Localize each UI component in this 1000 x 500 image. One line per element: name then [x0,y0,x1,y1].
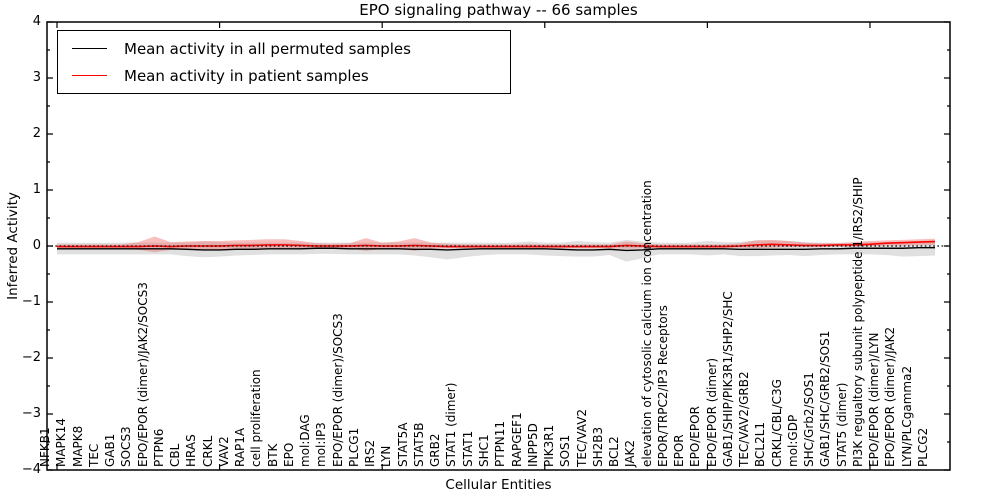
x-tick-label: SOCS3 [119,426,134,467]
x-tick-label: TEC [86,443,101,467]
x-tick-label: cell proliferation [249,369,264,467]
x-tick-label: EPO/EPOR (dimer)/JAK2 [883,326,898,467]
x-tick-label: GAB1/SHIP/PIK3R1/SHP2/SHC [720,291,735,467]
x-tick-label: BCL2L1 [753,421,768,467]
x-tick-label: PTPN11 [493,420,508,467]
x-tick-label: EPOR [672,434,687,467]
chart-title: EPO signaling pathway -- 66 samples [359,1,638,19]
x-tick-label: EPO/EPOR (dimer)/JAK2/SOCS3 [135,282,150,467]
y-tick-label: −1 [21,294,41,309]
plot-frame [46,21,951,471]
x-tick-label: MAPK14 [54,418,69,467]
x-axis-label: Cellular Entities [445,477,552,493]
x-tick-label: INPP5D [525,423,540,467]
y-tick-label: −4 [21,462,41,477]
x-tick-label: MAPK8 [70,425,85,467]
x-tick-label: JAK2 [623,439,638,467]
x-tick-label: mol:GDP [785,414,800,467]
x-tick-label: STAT5A [395,422,410,467]
x-tick-label: TEC/VAV2/GRB2 [737,371,752,467]
x-tick-label: GAB1/SHC/GRB2/SOS1 [818,330,833,467]
x-tick-label: STAT5B [411,422,426,468]
x-tick-label: GRB2 [428,433,443,467]
x-tick-label: elevation of cytosolic calcium ion conce… [639,180,654,467]
x-tick-label: EPO/EPOR (dimer)/LYN [867,332,882,467]
x-tick-label: PIK3R1 [542,424,557,467]
x-tick-label: STAT1 (dimer) [444,382,459,467]
x-tick-label: VAV2 [216,436,231,467]
x-tick-label: CBL [168,443,183,467]
y-tick-label: −2 [21,350,41,365]
legend: Mean activity in all permuted samples Me… [57,30,511,94]
x-tick-label: LYN [379,445,394,467]
x-tick-label: mol:IP3 [314,422,329,467]
x-tick-label: SH2B3 [590,426,605,467]
x-tick-label: GAB1 [103,433,118,467]
legend-item-patient: Mean activity in patient samples [58,67,510,85]
x-tick-label: PI3K regualtory subunit polypeptide 1/IR… [850,177,865,467]
x-tick-label: mol:DAG [298,414,313,467]
x-tick-label: CRKL [200,435,215,467]
x-tick-label: EPOR/TRPC2/IP3 Receptors [655,305,670,467]
x-tick-label: RAP1A [233,427,248,467]
x-tick-label: PLCG1 [346,427,361,467]
x-tick-label: LYN/PLCgamma2 [899,365,914,467]
legend-line-patient-icon [72,75,107,76]
x-tick-label: PTPN6 [151,428,166,467]
x-tick-label: BTK [265,443,280,467]
x-tick-label: EPO/EPOR (dimer)/SOCS3 [330,313,345,467]
x-tick-label: SHC/Grb2/SOS1 [802,372,817,467]
legend-label-permuted: Mean activity in all permuted samples [124,39,411,58]
x-tick-label: SHC1 [477,434,491,467]
x-tick-label: SOS1 [558,434,573,467]
x-tick-label: HRAS [184,434,199,467]
x-tick-label: EPO [281,442,296,467]
legend-label-patient: Mean activity in patient samples [124,66,369,85]
y-tick-label: 3 [32,70,41,85]
x-tick-label: RAPGEF1 [509,412,524,467]
legend-line-permuted-icon [72,48,107,49]
x-tick-label: EPO/EPOR [688,406,703,467]
y-tick-label: −3 [21,406,41,421]
x-tick-label: TEC/VAV2 [574,408,589,467]
x-tick-label: IRS2 [363,439,378,467]
x-tick-label: CRKL/CBL/C3G [769,379,784,467]
x-tick-label: STAT5 (dimer) [834,382,849,467]
x-tick-label: STAT1 [460,430,475,467]
x-tick-label: PLCG2 [916,427,930,467]
x-tick-label: NFKB1 [38,427,52,467]
x-tick-label: BCL2 [607,436,622,467]
y-tick-label: 2 [32,126,41,141]
y-tick-label: 4 [32,14,41,29]
y-tick-label: 0 [32,238,41,253]
permuted-mean-line [57,246,935,252]
y-tick-label: 1 [32,182,41,197]
x-tick-label: EPO/EPOR (dimer) [704,357,719,467]
legend-item-permuted: Mean activity in all permuted samples [58,40,510,58]
